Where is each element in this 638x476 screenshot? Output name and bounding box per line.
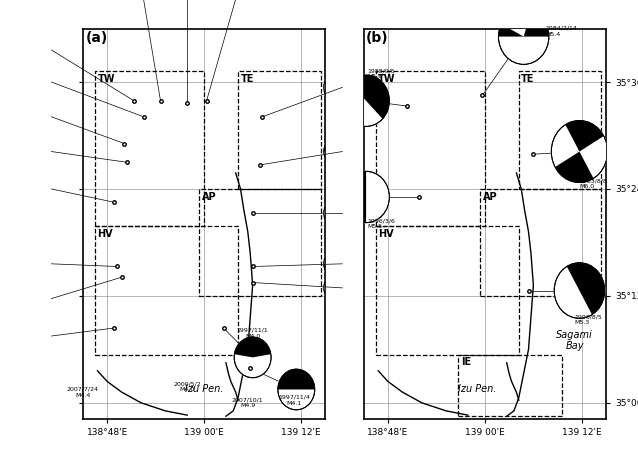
Polygon shape [567,263,605,315]
Circle shape [324,268,360,308]
Polygon shape [329,67,360,88]
Text: (b): (b) [366,31,389,45]
Text: AP: AP [482,192,497,202]
Bar [95,227,238,355]
Text: 2007/7/24
M4.4: 2007/7/24 M4.4 [67,387,99,397]
Circle shape [343,171,389,223]
Bar [376,71,485,227]
Polygon shape [329,193,360,213]
Polygon shape [555,151,593,183]
Polygon shape [125,0,162,7]
Polygon shape [327,134,343,151]
Polygon shape [325,213,355,233]
Polygon shape [33,278,68,307]
Polygon shape [343,244,360,264]
Polygon shape [33,62,68,90]
Text: AP: AP [202,192,216,202]
Circle shape [33,278,70,319]
Polygon shape [33,169,52,209]
Polygon shape [33,30,52,50]
Circle shape [551,120,607,183]
Circle shape [498,9,549,64]
Text: TW: TW [378,74,396,84]
Polygon shape [324,264,343,284]
Polygon shape [498,9,549,37]
Circle shape [33,62,70,102]
Polygon shape [350,75,389,119]
Circle shape [343,75,389,127]
Bar [480,189,601,296]
Circle shape [324,193,360,233]
Text: TE: TE [521,74,535,84]
Polygon shape [225,0,251,20]
Bar [199,189,320,296]
Text: TW: TW [98,74,115,84]
Polygon shape [343,171,366,223]
Polygon shape [327,288,359,308]
Text: HV: HV [378,229,394,239]
Circle shape [33,169,70,209]
Text: Izu Pen.: Izu Pen. [459,384,497,394]
Text: HV: HV [98,229,113,239]
Text: 1984/2/14
M5.4: 1984/2/14 M5.4 [545,26,577,37]
Text: 1990/8/5
M5.3: 1990/8/5 M5.3 [575,315,602,326]
Circle shape [125,0,162,20]
Text: Izu Pen.: Izu Pen. [185,384,223,394]
Polygon shape [33,316,70,336]
Polygon shape [565,120,604,151]
Circle shape [324,244,360,284]
Polygon shape [33,244,70,264]
Circle shape [218,0,254,20]
Text: 2007/10/1
M4.9: 2007/10/1 M4.9 [232,397,263,408]
Bar [376,227,519,355]
Text: 1988/9/5
M5.6: 1988/9/5 M5.6 [367,69,396,79]
Circle shape [33,316,70,357]
Polygon shape [33,151,70,172]
Text: 2000/5/2
M4.0: 2000/5/2 M4.0 [174,381,201,392]
Polygon shape [234,337,271,357]
Polygon shape [33,97,70,117]
Bar [238,71,320,189]
Polygon shape [52,169,70,209]
Circle shape [33,131,70,172]
Bar [519,71,601,189]
Polygon shape [325,88,355,108]
Bar [458,355,563,416]
Bar [95,71,204,227]
Circle shape [324,131,360,172]
Text: 1996/3/6
M5.5: 1996/3/6 M5.5 [367,218,396,229]
Polygon shape [327,268,359,288]
Text: 1983/8/8
M6.0: 1983/8/8 M6.0 [579,178,607,189]
Text: 1997/11/1
M4.0: 1997/11/1 M4.0 [237,328,269,339]
Circle shape [554,263,605,318]
Circle shape [169,0,205,20]
Circle shape [234,337,271,378]
Polygon shape [501,9,531,37]
Circle shape [33,97,70,137]
Polygon shape [52,50,70,70]
Circle shape [33,244,70,284]
Circle shape [278,369,315,410]
Text: 1997/11/4
M4.1: 1997/11/4 M4.1 [278,395,310,406]
Polygon shape [324,131,360,151]
Circle shape [324,67,360,108]
Polygon shape [278,369,315,389]
Text: Sagami
Bay: Sagami Bay [556,330,593,351]
Text: (a): (a) [85,31,108,45]
Text: IE: IE [461,357,471,367]
Text: TE: TE [241,74,254,84]
Circle shape [33,30,70,70]
